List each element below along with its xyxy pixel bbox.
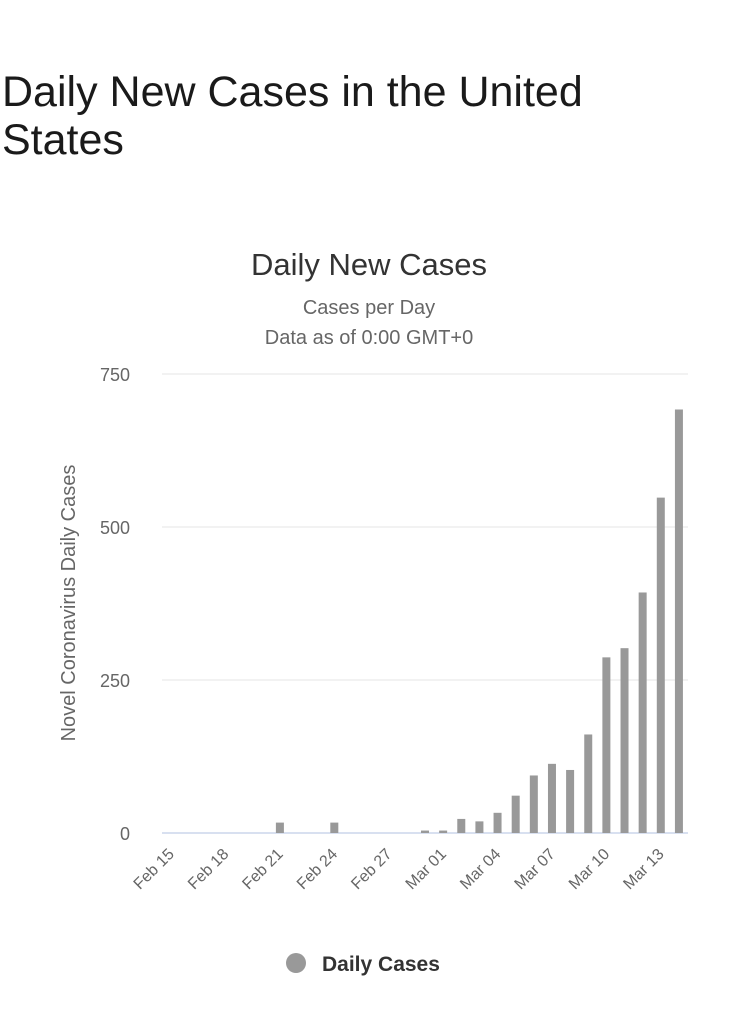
x-tick-label: Mar 07 xyxy=(512,846,559,893)
x-tick-label: Mar 13 xyxy=(620,846,667,893)
y-tick-label: 250 xyxy=(100,671,130,691)
legend-marker xyxy=(286,953,306,973)
x-tick-labels: Feb 15 Feb 18 Feb 21 Feb 24 Feb 27 Mar 01 Mar … xyxy=(131,846,668,893)
bar-feb-29[interactable] xyxy=(421,830,429,833)
x-tick-label: Feb 27 xyxy=(348,846,395,893)
bar-feb-24[interactable] xyxy=(330,822,339,833)
bar-mar-05[interactable] xyxy=(511,795,520,833)
x-tick-label: Mar 10 xyxy=(566,846,613,893)
bar-mar-01[interactable] xyxy=(439,830,448,833)
bar-mar-09[interactable] xyxy=(584,734,593,833)
bar-mar-06[interactable] xyxy=(529,775,538,833)
y-axis-label: Novel Coronavirus Daily Cases xyxy=(58,465,80,742)
bar-mar-12[interactable] xyxy=(638,592,647,833)
bar-mar-14[interactable] xyxy=(674,409,683,833)
bar-mar-02[interactable] xyxy=(457,818,466,833)
y-tick-labels: 0 250 500 750 xyxy=(100,365,130,844)
bar-mar-11[interactable] xyxy=(620,648,629,833)
bar-mar-03[interactable] xyxy=(475,821,484,833)
bar-feb-21[interactable] xyxy=(275,822,284,833)
x-tick-label: Feb 15 xyxy=(131,846,178,893)
chart-subtitle-1: Cases per Day xyxy=(303,297,435,319)
x-tick-label: Mar 01 xyxy=(403,846,450,893)
x-tick-label: Feb 24 xyxy=(294,846,341,893)
y-tick-label: 500 xyxy=(100,518,130,538)
x-tick-label: Feb 18 xyxy=(185,846,232,893)
chart-subtitle-2: Data as of 0:00 GMT+0 xyxy=(265,327,473,349)
legend-label: Daily Cases xyxy=(322,953,440,976)
y-tick-label: 750 xyxy=(100,365,130,385)
bars xyxy=(275,409,683,833)
bar-mar-04[interactable] xyxy=(493,812,502,833)
bar-mar-07[interactable] xyxy=(547,763,556,833)
legend[interactable]: Daily Cases xyxy=(286,953,440,976)
chart-title: Daily New Cases xyxy=(251,247,487,282)
bar-mar-13[interactable] xyxy=(656,497,665,833)
x-tick-label: Mar 04 xyxy=(457,846,504,893)
y-tick-label: 0 xyxy=(120,824,130,844)
x-tick-label: Feb 21 xyxy=(239,846,286,893)
bar-mar-10[interactable] xyxy=(602,657,611,833)
bar-mar-08[interactable] xyxy=(566,769,575,833)
page-title: Daily New Cases in the United States xyxy=(2,68,583,164)
